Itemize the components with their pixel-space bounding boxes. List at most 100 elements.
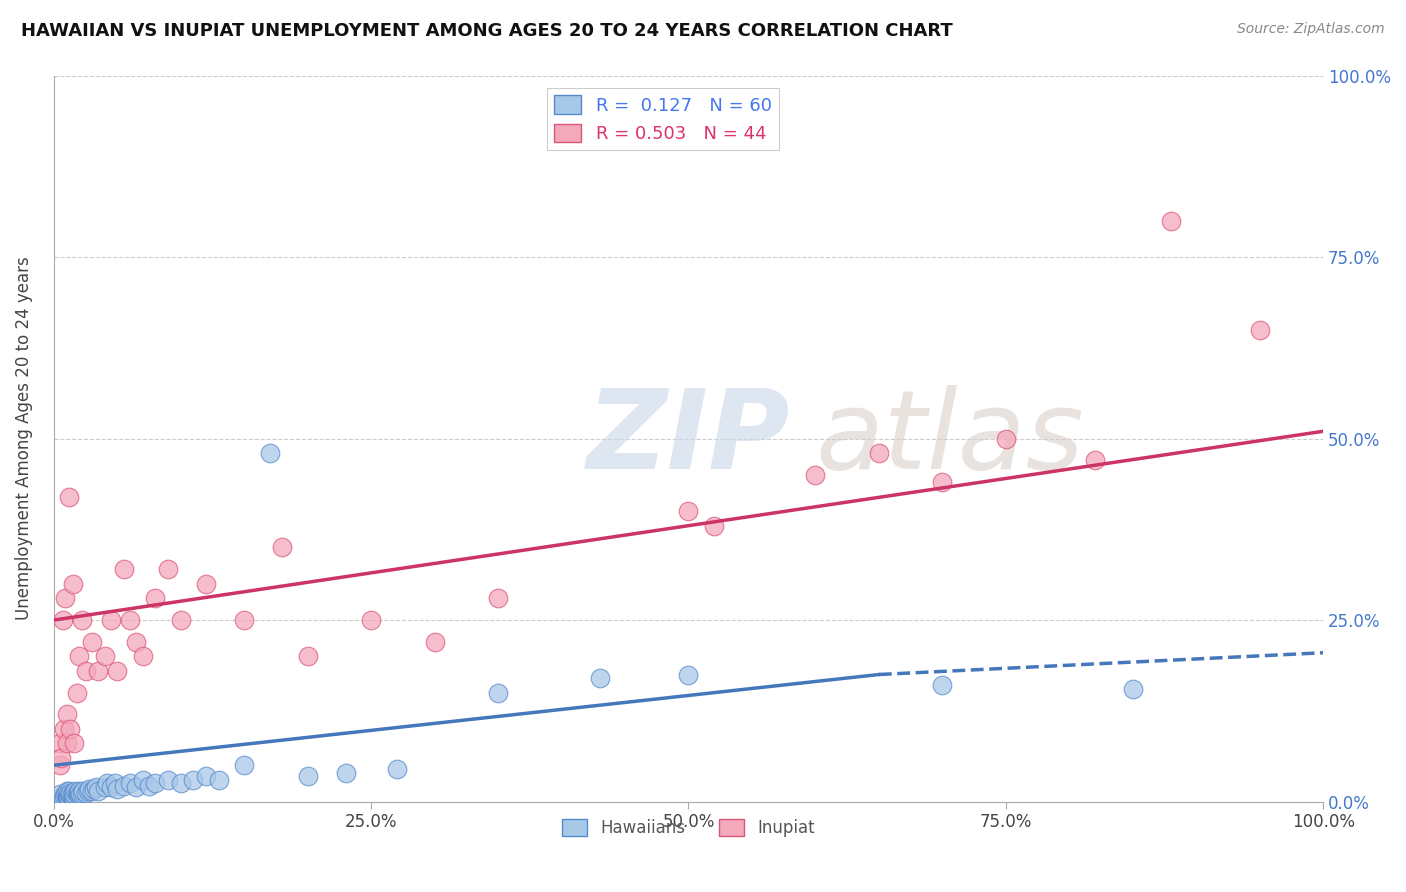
Point [87, 783, 110, 797]
Point [59, 787, 82, 801]
Point [271, 541, 294, 555]
Point [868, 446, 890, 460]
Point [678, 667, 700, 681]
Point [62, 789, 84, 803]
Point [70, 786, 93, 800]
Point [157, 562, 180, 576]
Point [125, 780, 148, 794]
Point [233, 613, 256, 627]
Point [157, 772, 180, 787]
Point [297, 649, 319, 664]
Point [55, 737, 77, 751]
Point [83, 781, 105, 796]
Point [53, 787, 76, 801]
Point [53, 722, 76, 736]
Point [67, 649, 90, 664]
Point [183, 772, 205, 787]
Point [56, 789, 79, 803]
Point [52, 613, 75, 627]
Point [208, 772, 231, 787]
Y-axis label: Unemployment Among Ages 20 to 24 years: Unemployment Among Ages 20 to 24 years [15, 257, 32, 621]
Point [486, 686, 509, 700]
Text: HAWAIIAN VS INUPIAT UNEMPLOYMENT AMONG AGES 20 TO 24 YEARS CORRELATION CHART: HAWAIIAN VS INUPIAT UNEMPLOYMENT AMONG A… [21, 22, 953, 40]
Point [1160, 213, 1182, 227]
Point [80, 783, 103, 797]
Point [84, 780, 107, 794]
Point [297, 769, 319, 783]
Point [1249, 323, 1271, 337]
Point [195, 769, 218, 783]
Point [55, 791, 77, 805]
Point [105, 664, 128, 678]
Point [118, 776, 141, 790]
Point [55, 786, 77, 800]
Point [72, 783, 94, 797]
Point [931, 475, 953, 489]
Point [55, 707, 77, 722]
Point [112, 779, 135, 793]
Point [53, 789, 76, 803]
Point [52, 791, 75, 805]
Point [131, 772, 153, 787]
Point [118, 613, 141, 627]
Text: Source: ZipAtlas.com: Source: ZipAtlas.com [1237, 22, 1385, 37]
Point [105, 781, 128, 796]
Text: ZIP: ZIP [586, 385, 790, 492]
Point [87, 664, 110, 678]
Point [69, 787, 91, 801]
Point [59, 786, 82, 800]
Point [360, 613, 382, 627]
Point [59, 722, 82, 736]
Point [170, 776, 193, 790]
Point [49, 758, 72, 772]
Point [259, 446, 281, 460]
Point [104, 776, 127, 790]
Point [170, 613, 193, 627]
Point [75, 664, 97, 678]
Point [423, 635, 446, 649]
Point [112, 562, 135, 576]
Point [58, 490, 80, 504]
Point [75, 786, 97, 800]
Point [55, 783, 77, 797]
Point [67, 786, 90, 800]
Point [93, 649, 115, 664]
Point [77, 783, 100, 797]
Point [62, 576, 84, 591]
Legend: Hawaiians, Inupiat: Hawaiians, Inupiat [555, 813, 821, 844]
Point [486, 591, 509, 606]
Point [131, 649, 153, 664]
Point [63, 787, 86, 801]
Point [51, 751, 73, 765]
Point [55, 787, 77, 801]
Point [125, 635, 148, 649]
Point [100, 613, 122, 627]
Point [65, 783, 87, 797]
Point [994, 432, 1017, 446]
Point [66, 686, 89, 700]
Point [49, 791, 72, 805]
Point [58, 787, 80, 801]
Point [58, 783, 80, 797]
Point [195, 576, 218, 591]
Point [138, 779, 160, 793]
Text: atlas: atlas [815, 385, 1084, 492]
Point [96, 776, 118, 790]
Point [55, 789, 77, 803]
Point [70, 613, 93, 627]
Point [1084, 453, 1107, 467]
Point [703, 518, 725, 533]
Point [145, 776, 167, 790]
Point [335, 765, 357, 780]
Point [53, 591, 76, 606]
Point [62, 786, 84, 800]
Point [60, 787, 83, 801]
Point [385, 762, 408, 776]
Point [80, 635, 103, 649]
Point [93, 780, 115, 794]
Point [100, 780, 122, 794]
Point [49, 737, 72, 751]
Point [66, 786, 89, 800]
Point [63, 737, 86, 751]
Point [804, 467, 827, 482]
